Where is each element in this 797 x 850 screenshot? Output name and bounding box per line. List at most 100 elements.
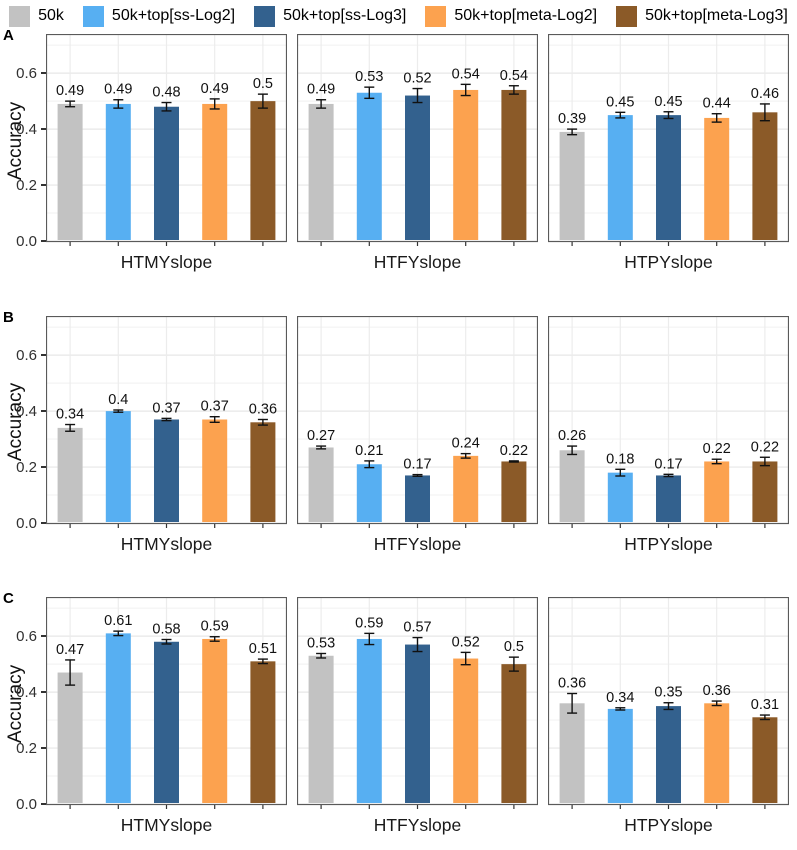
bar — [154, 106, 179, 240]
bar — [501, 664, 527, 803]
legend-swatch-icon — [82, 5, 104, 27]
bar — [607, 708, 633, 803]
value-label: 0.21 — [355, 442, 383, 458]
legend-label: 50k — [38, 7, 64, 24]
y-tick-mark — [41, 691, 46, 694]
value-label: 0.49 — [104, 82, 132, 98]
value-label: 0.59 — [201, 619, 229, 635]
bar — [57, 672, 83, 803]
value-label: 0.45 — [654, 94, 682, 110]
value-label: 0.61 — [104, 613, 132, 629]
value-label: 0.34 — [56, 406, 84, 422]
bar — [501, 460, 527, 522]
y-axis-c: Accuracy 0.0 0.2 0.4 0.6 — [2, 597, 46, 813]
facet-plot: 0.49 0.53 0.52 0.54 0.54 — [297, 34, 538, 246]
panel-border — [548, 34, 789, 243]
facet-plot: 0.39 0.45 0.45 0.44 0.46 — [548, 34, 789, 246]
value-label: 0.17 — [403, 456, 431, 472]
bar — [202, 638, 228, 803]
bar — [356, 92, 382, 240]
y-tick-label: 0.6 — [16, 628, 37, 646]
y-tick-label: 0.4 — [16, 684, 37, 702]
bar — [202, 419, 228, 522]
panel-row-b: B Accuracy 0.0 0.2 0.4 0.6 0.34 0.4 0.37 0.37 0… — [2, 309, 792, 554]
bar — [559, 703, 585, 803]
facet-plot: 0.34 0.4 0.37 0.37 0.36 — [46, 315, 287, 528]
facet-panel: 0.53 0.59 0.57 0.52 0.5 HTFYslope — [297, 597, 538, 835]
facet-panel: 0.36 0.34 0.35 0.36 0.31 HTPYslope — [548, 597, 789, 835]
facet-panel: 0.26 0.18 0.17 0.22 0.22 HTPYslope — [548, 315, 789, 554]
value-label: 0.4 — [108, 391, 128, 407]
y-tick-label: 0.0 — [16, 796, 37, 813]
bar — [250, 661, 276, 803]
y-tick-label: 0.4 — [16, 402, 37, 420]
bar — [752, 460, 778, 522]
value-label: 0.46 — [751, 86, 779, 102]
value-label: 0.52 — [452, 634, 480, 650]
value-label: 0.5 — [504, 639, 524, 655]
y-axis-label: Accuracy — [5, 664, 26, 743]
y-tick-label: 0.6 — [16, 346, 37, 364]
value-label: 0.54 — [452, 66, 480, 82]
y-tick-label: 0.0 — [16, 514, 37, 532]
bar — [356, 463, 382, 522]
y-tick-mark — [41, 128, 46, 131]
y-tick-mark — [41, 747, 46, 750]
facets-row-a: 0.49 0.49 0.48 0.49 0.5 HTMYslope 0.49 0.53 0.52… — [46, 34, 789, 272]
x-axis-label: HTFYslope — [373, 533, 462, 554]
bar — [105, 633, 131, 803]
bar — [453, 658, 479, 803]
y-tick-label: 0.0 — [16, 233, 37, 250]
value-label: 0.36 — [558, 676, 586, 692]
x-axis-label: HTMYslope — [120, 533, 213, 554]
legend-label: 50k+top[meta-Log3] — [645, 7, 788, 24]
facet-plot: 0.49 0.49 0.48 0.49 0.5 — [46, 34, 287, 246]
x-axis-label: HTPYslope — [624, 815, 713, 835]
panel-letter-c: C — [3, 590, 14, 607]
panel-row-a: A Accuracy 0.0 0.2 0.4 0.6 0.49 0.49 0.48 0.49… — [2, 27, 792, 272]
x-axis-label: HTMYslope — [120, 252, 213, 272]
value-label: 0.51 — [249, 641, 277, 657]
y-tick-mark — [41, 521, 46, 524]
bar — [356, 638, 382, 803]
value-label: 0.37 — [201, 398, 229, 414]
bar — [202, 103, 228, 240]
bar — [559, 131, 585, 240]
y-axis-b: Accuracy 0.0 0.2 0.4 0.6 — [2, 316, 46, 532]
legend-item: 50k+top[ss-Log3] — [254, 5, 406, 27]
legend-item: 50k+top[meta-Log3] — [616, 5, 788, 27]
value-label: 0.57 — [403, 620, 431, 636]
bar — [453, 89, 479, 240]
bar — [250, 101, 276, 240]
legend-item: 50k — [9, 5, 64, 27]
value-label: 0.54 — [500, 68, 528, 84]
panel-row-c: C Accuracy 0.0 0.2 0.4 0.6 0.47 0.61 0.58 0.59… — [2, 590, 792, 835]
bar — [57, 427, 83, 522]
panel-border — [46, 34, 287, 243]
bar — [453, 455, 479, 522]
bar — [752, 112, 778, 240]
y-tick-label: 0.4 — [16, 121, 37, 139]
panel-border — [46, 597, 287, 806]
x-axis-label: HTPYslope — [624, 252, 713, 272]
panel-border — [548, 315, 789, 524]
value-label: 0.17 — [654, 456, 682, 472]
facet-plot: 0.27 0.21 0.17 0.24 0.22 — [297, 315, 538, 528]
value-label: 0.49 — [307, 82, 335, 98]
facet-panel: 0.27 0.21 0.17 0.24 0.22 HTFYslope — [297, 315, 538, 554]
y-tick-mark — [41, 72, 46, 75]
bar — [308, 655, 334, 803]
bar — [704, 460, 730, 522]
bar — [57, 103, 83, 240]
bar — [656, 115, 681, 240]
facet-panel: 0.47 0.61 0.58 0.59 0.51 HTMYslope — [46, 597, 287, 835]
value-label: 0.22 — [751, 439, 779, 455]
value-label: 0.59 — [355, 615, 383, 631]
bar — [154, 419, 179, 522]
y-axis-label: Accuracy — [5, 382, 26, 462]
bar — [704, 703, 730, 803]
panel-letter-a: A — [3, 27, 14, 44]
legend-item: 50k+top[ss-Log2] — [82, 5, 235, 27]
y-tick-mark — [41, 353, 46, 356]
bar — [656, 706, 681, 803]
